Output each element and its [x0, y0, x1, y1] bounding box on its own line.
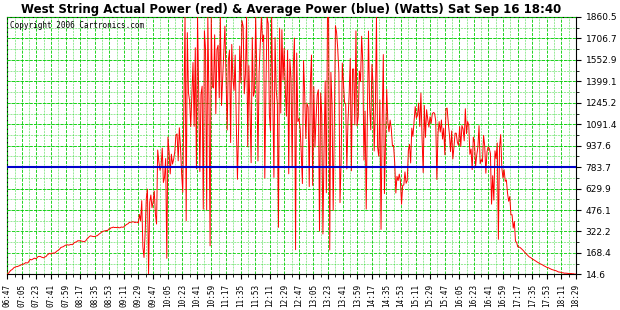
Title: West String Actual Power (red) & Average Power (blue) (Watts) Sat Sep 16 18:40: West String Actual Power (red) & Average…	[22, 3, 562, 16]
Text: Copyright 2006 Cartronics.com: Copyright 2006 Cartronics.com	[10, 21, 144, 30]
